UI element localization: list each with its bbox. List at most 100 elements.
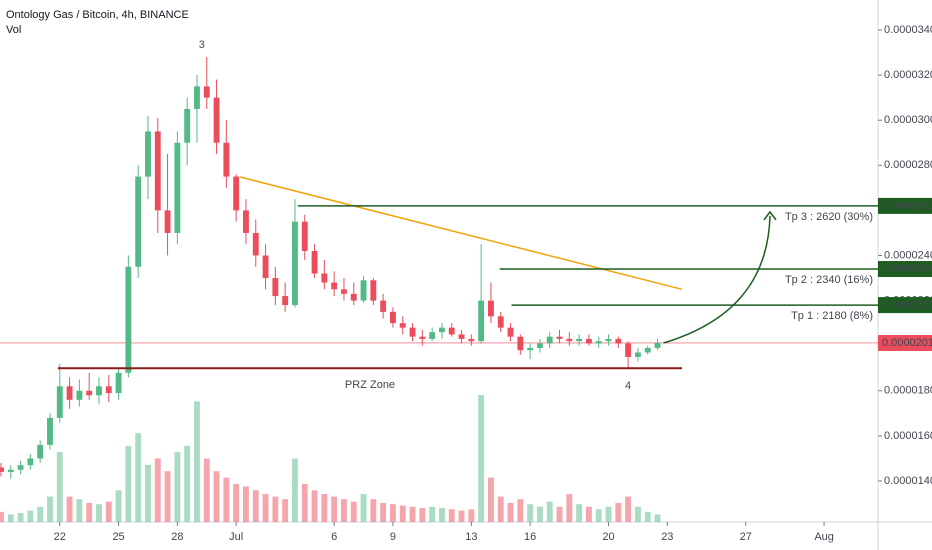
candle-body bbox=[644, 347, 651, 353]
candle-body bbox=[213, 97, 220, 143]
candle-body bbox=[0, 467, 4, 472]
volume-bar bbox=[399, 505, 406, 522]
target-label: Tp 2 : 2340 (16%) bbox=[785, 274, 873, 286]
candle-body bbox=[487, 300, 494, 317]
target-price-box bbox=[878, 197, 932, 214]
volume-bar bbox=[419, 508, 426, 522]
candle-body bbox=[419, 336, 426, 339]
volume-bar bbox=[634, 506, 641, 522]
candle-body bbox=[360, 280, 367, 301]
candle-body bbox=[546, 336, 553, 344]
volume-bar bbox=[360, 494, 367, 522]
chart-title: Ontology Gas / Bitcoin, 4h, BINANCE bbox=[6, 9, 189, 21]
target-price-box bbox=[878, 297, 932, 314]
volume-bar bbox=[497, 496, 504, 522]
candle-body bbox=[380, 300, 387, 312]
volume-bar bbox=[341, 499, 347, 522]
candle-body bbox=[615, 338, 622, 344]
candle-body bbox=[115, 372, 122, 394]
target-label: Tp 1 : 2180 (8%) bbox=[791, 310, 873, 322]
candle-body bbox=[66, 386, 73, 400]
volume-bar bbox=[380, 502, 387, 522]
candle-body bbox=[605, 338, 612, 342]
candle-body bbox=[86, 390, 93, 396]
volume-bar bbox=[478, 395, 485, 522]
volume-bar bbox=[262, 494, 269, 522]
projection-arrow bbox=[663, 215, 771, 344]
volume-bar bbox=[429, 506, 436, 522]
candle-body bbox=[76, 390, 83, 400]
volume-bar bbox=[517, 499, 524, 522]
candle-body bbox=[174, 142, 181, 233]
volume-bar bbox=[458, 510, 465, 522]
volume-bar bbox=[243, 486, 249, 522]
y-tick-label: 0.00001400 bbox=[884, 475, 932, 487]
last-price-label: 0.00002012 bbox=[882, 337, 932, 349]
volume-bar bbox=[37, 506, 44, 522]
volume-label: Vol bbox=[6, 24, 21, 36]
prz-label: PRZ Zone bbox=[345, 379, 395, 391]
volume-bar bbox=[576, 504, 583, 522]
target-price-label: 0.00002340 bbox=[882, 263, 932, 275]
arrow-head bbox=[763, 210, 777, 221]
volume-bar bbox=[223, 477, 230, 522]
candle-body bbox=[262, 255, 269, 279]
y-tick-label: 0.00003000 bbox=[884, 114, 932, 126]
volume-bar bbox=[27, 510, 34, 522]
candle-body bbox=[399, 323, 406, 328]
x-tick-label: 22 bbox=[54, 531, 66, 543]
volume-bar bbox=[282, 499, 289, 522]
x-tick-label: 16 bbox=[524, 531, 536, 543]
volume-bar bbox=[566, 494, 573, 522]
candle-body bbox=[576, 338, 583, 342]
volume-bar bbox=[154, 458, 161, 522]
candle-body bbox=[478, 300, 485, 342]
volume-bar bbox=[527, 504, 534, 522]
volume-bar bbox=[301, 483, 308, 522]
candle-body bbox=[223, 142, 230, 177]
volume-bar bbox=[0, 511, 4, 522]
candle-body bbox=[497, 316, 504, 328]
candle-body bbox=[7, 469, 14, 472]
x-tick-label: Aug bbox=[814, 531, 834, 543]
volume-bar bbox=[66, 496, 73, 522]
volume-bar bbox=[86, 502, 93, 522]
candle-body bbox=[135, 176, 142, 267]
volume-bar bbox=[96, 504, 102, 522]
target-price-box bbox=[878, 261, 932, 278]
candle-body bbox=[429, 332, 436, 339]
volume-bar bbox=[115, 490, 122, 522]
candle-body bbox=[145, 131, 151, 177]
volume-bar bbox=[7, 514, 14, 522]
volume-bar bbox=[605, 506, 612, 522]
x-tick-label: 6 bbox=[331, 531, 337, 543]
volume-bar bbox=[654, 514, 661, 522]
volume-bar bbox=[311, 490, 318, 522]
y-tick-label: 0.00001600 bbox=[884, 430, 932, 442]
candle-body bbox=[164, 210, 171, 233]
volume-bar bbox=[135, 433, 142, 522]
volume-bar bbox=[252, 490, 259, 522]
candle-body bbox=[233, 176, 240, 211]
candle-body bbox=[282, 296, 289, 306]
candle-body bbox=[566, 338, 573, 342]
point-label: 4 bbox=[625, 380, 631, 392]
volume-bar bbox=[56, 452, 63, 522]
volume-bar bbox=[213, 471, 220, 522]
candle-body bbox=[203, 86, 210, 98]
candle-body bbox=[252, 232, 259, 256]
candle-body bbox=[154, 131, 161, 211]
volume-bar bbox=[468, 509, 475, 522]
volume-bar bbox=[615, 502, 622, 522]
volume-bar bbox=[105, 501, 112, 522]
volume-bar bbox=[448, 509, 455, 522]
candle-body bbox=[448, 327, 455, 335]
x-tick-label: 20 bbox=[602, 531, 614, 543]
y-tick-label: 0.00002800 bbox=[884, 159, 932, 171]
candle-body bbox=[56, 386, 63, 418]
candle-body bbox=[390, 311, 396, 324]
volume-bar bbox=[184, 445, 191, 522]
volume-bar bbox=[47, 496, 53, 522]
volume-bar bbox=[439, 508, 445, 522]
